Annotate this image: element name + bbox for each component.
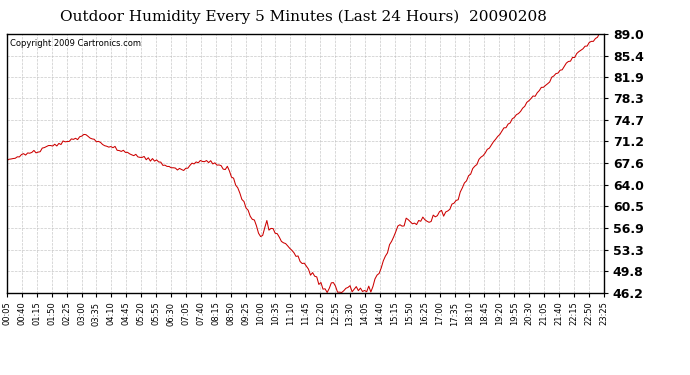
Text: Copyright 2009 Cartronics.com: Copyright 2009 Cartronics.com [10,39,141,48]
Text: Outdoor Humidity Every 5 Minutes (Last 24 Hours)  20090208: Outdoor Humidity Every 5 Minutes (Last 2… [60,9,547,24]
